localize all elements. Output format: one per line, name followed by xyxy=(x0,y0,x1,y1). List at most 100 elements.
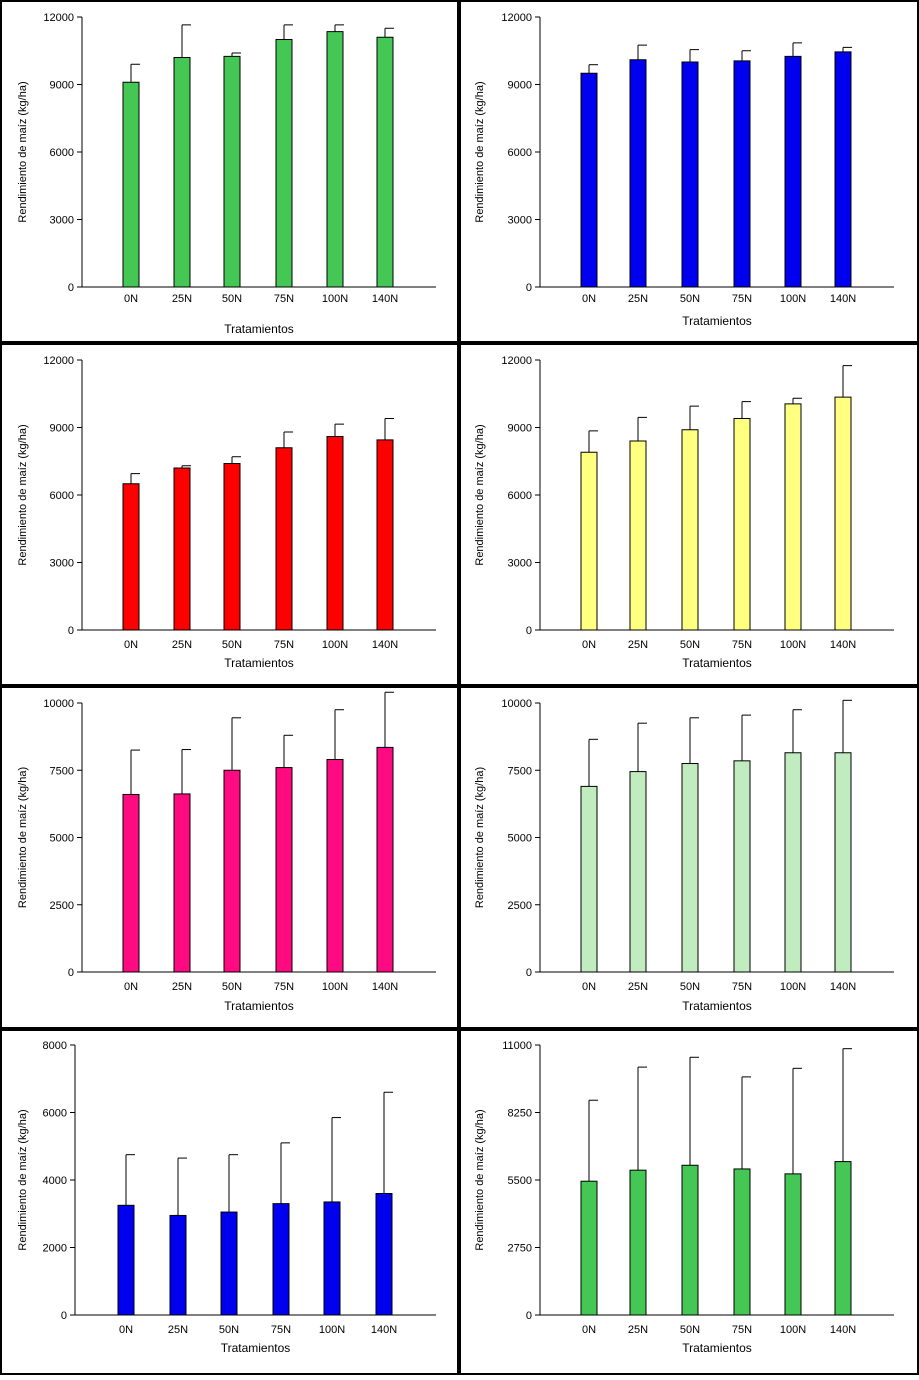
panel-border xyxy=(0,686,459,1029)
x-tick-label-50N: 50N xyxy=(680,293,700,305)
bar-25N xyxy=(173,57,191,288)
y-tick-label: 0 xyxy=(526,1310,532,1322)
y-tick-label: 9000 xyxy=(508,80,532,92)
bar-0N xyxy=(580,451,598,631)
y-axis-title: Rendimiento de maíz (kg/ha) xyxy=(474,424,486,565)
x-tick-label-75N: 75N xyxy=(271,1324,291,1336)
y-tick-label: 6000 xyxy=(50,147,74,159)
bar-25N xyxy=(169,1214,187,1316)
bar-100N xyxy=(326,31,344,288)
y-axis-title: Rendimiento de maíz (kg/ha) xyxy=(474,767,486,908)
y-tick-label: 12000 xyxy=(43,355,74,367)
y-tick-label: 6000 xyxy=(508,490,532,502)
bar-25N xyxy=(629,440,647,631)
x-tick-label-25N: 25N xyxy=(172,293,192,305)
panel-border xyxy=(459,0,919,343)
x-tick-label-140N: 140N xyxy=(372,639,398,651)
bar-50N xyxy=(681,763,699,973)
x-tick-label-100N: 100N xyxy=(780,981,806,993)
x-axis-title: Tratamientos xyxy=(221,1341,291,1355)
y-tick-label: 0 xyxy=(68,625,74,637)
x-axis-title: Tratamientos xyxy=(682,656,752,670)
bar-0N xyxy=(122,793,140,973)
y-tick-label: 3000 xyxy=(508,215,532,227)
panel-border xyxy=(459,343,919,686)
y-tick-label: 5000 xyxy=(50,833,74,845)
bar-0N xyxy=(122,81,140,288)
bar-75N xyxy=(733,760,751,973)
bar-140N xyxy=(834,752,852,973)
x-tick-label-50N: 50N xyxy=(680,981,700,993)
x-axis-title: Tratamientos xyxy=(224,322,294,336)
y-tick-label: 12000 xyxy=(43,12,74,24)
y-tick-label: 10000 xyxy=(501,698,532,710)
y-tick-label: 2500 xyxy=(508,900,532,912)
x-tick-label-100N: 100N xyxy=(780,293,806,305)
panel-border xyxy=(0,343,459,686)
bar-25N xyxy=(173,467,191,631)
x-tick-label-0N: 0N xyxy=(124,293,138,305)
x-tick-label-140N: 140N xyxy=(372,293,398,305)
x-tick-label-0N: 0N xyxy=(582,981,596,993)
bar-50N xyxy=(223,769,241,973)
x-tick-label-75N: 75N xyxy=(732,639,752,651)
y-tick-label: 10000 xyxy=(43,698,74,710)
x-tick-label-75N: 75N xyxy=(732,293,752,305)
y-tick-label: 0 xyxy=(526,625,532,637)
bar-25N xyxy=(173,793,191,973)
x-tick-label-75N: 75N xyxy=(732,981,752,993)
bar-140N xyxy=(834,396,852,631)
bar-75N xyxy=(733,1168,751,1316)
x-tick-label-25N: 25N xyxy=(172,639,192,651)
x-tick-label-100N: 100N xyxy=(780,1324,806,1336)
x-tick-label-0N: 0N xyxy=(582,293,596,305)
bar-25N xyxy=(629,771,647,973)
x-tick-label-140N: 140N xyxy=(830,293,856,305)
bar-75N xyxy=(275,39,293,288)
bar-50N xyxy=(681,1164,699,1316)
y-axis-title: Rendimiento de maíz (kg/ha) xyxy=(474,1109,486,1250)
x-tick-label-140N: 140N xyxy=(830,639,856,651)
y-tick-label: 7500 xyxy=(50,765,74,777)
y-tick-label: 3000 xyxy=(508,558,532,570)
y-tick-label: 0 xyxy=(68,282,74,294)
y-tick-label: 3000 xyxy=(50,558,74,570)
x-tick-label-75N: 75N xyxy=(274,293,294,305)
bar-100N xyxy=(326,758,344,973)
bar-50N xyxy=(223,55,241,288)
y-tick-label: 12000 xyxy=(501,12,532,24)
bar-140N xyxy=(375,1193,393,1316)
x-tick-label-25N: 25N xyxy=(628,639,648,651)
x-tick-label-100N: 100N xyxy=(322,639,348,651)
bar-140N xyxy=(376,439,394,631)
x-tick-label-25N: 25N xyxy=(628,293,648,305)
x-tick-label-50N: 50N xyxy=(680,639,700,651)
x-tick-label-0N: 0N xyxy=(124,639,138,651)
bar-100N xyxy=(784,1173,802,1316)
x-tick-label-25N: 25N xyxy=(628,1324,648,1336)
panel-border xyxy=(0,1029,459,1375)
chart-panel-4: 0 3000 6000 9000 12000 0N 25N 50N 75N 100N 140N Tra… xyxy=(459,343,919,686)
chart-panel-5: 0 2500 5000 7500 10000 0N 25N 50N 75N 100N 140N Tra… xyxy=(0,686,459,1029)
y-tick-label: 0 xyxy=(68,967,74,979)
chart-panel-6: 0 2500 5000 7500 10000 0N 25N 50N 75N 100N 140N Tra… xyxy=(459,686,919,1029)
bar-100N xyxy=(784,403,802,631)
bar-75N xyxy=(272,1203,290,1316)
bar-140N xyxy=(376,36,394,288)
x-tick-label-25N: 25N xyxy=(628,981,648,993)
x-axis-title: Tratamientos xyxy=(682,1341,752,1355)
y-tick-label: 6000 xyxy=(43,1108,67,1120)
y-tick-label: 9000 xyxy=(50,80,74,92)
bar-75N xyxy=(275,447,293,631)
chart-panel-7: 0 2000 4000 6000 8000 0N 25N 50N 75N 100N 140N Trat… xyxy=(0,1029,459,1375)
bar-0N xyxy=(122,483,140,631)
chart-panel-8: 0 2750 5500 8250 11000 0N 25N 50N 75N 100N 140N Tra… xyxy=(459,1029,919,1375)
bar-0N xyxy=(580,1180,598,1316)
bar-100N xyxy=(326,436,344,631)
x-tick-label-50N: 50N xyxy=(219,1324,239,1336)
bar-0N xyxy=(580,785,598,973)
y-tick-label: 8250 xyxy=(508,1108,532,1120)
x-tick-label-0N: 0N xyxy=(119,1324,133,1336)
